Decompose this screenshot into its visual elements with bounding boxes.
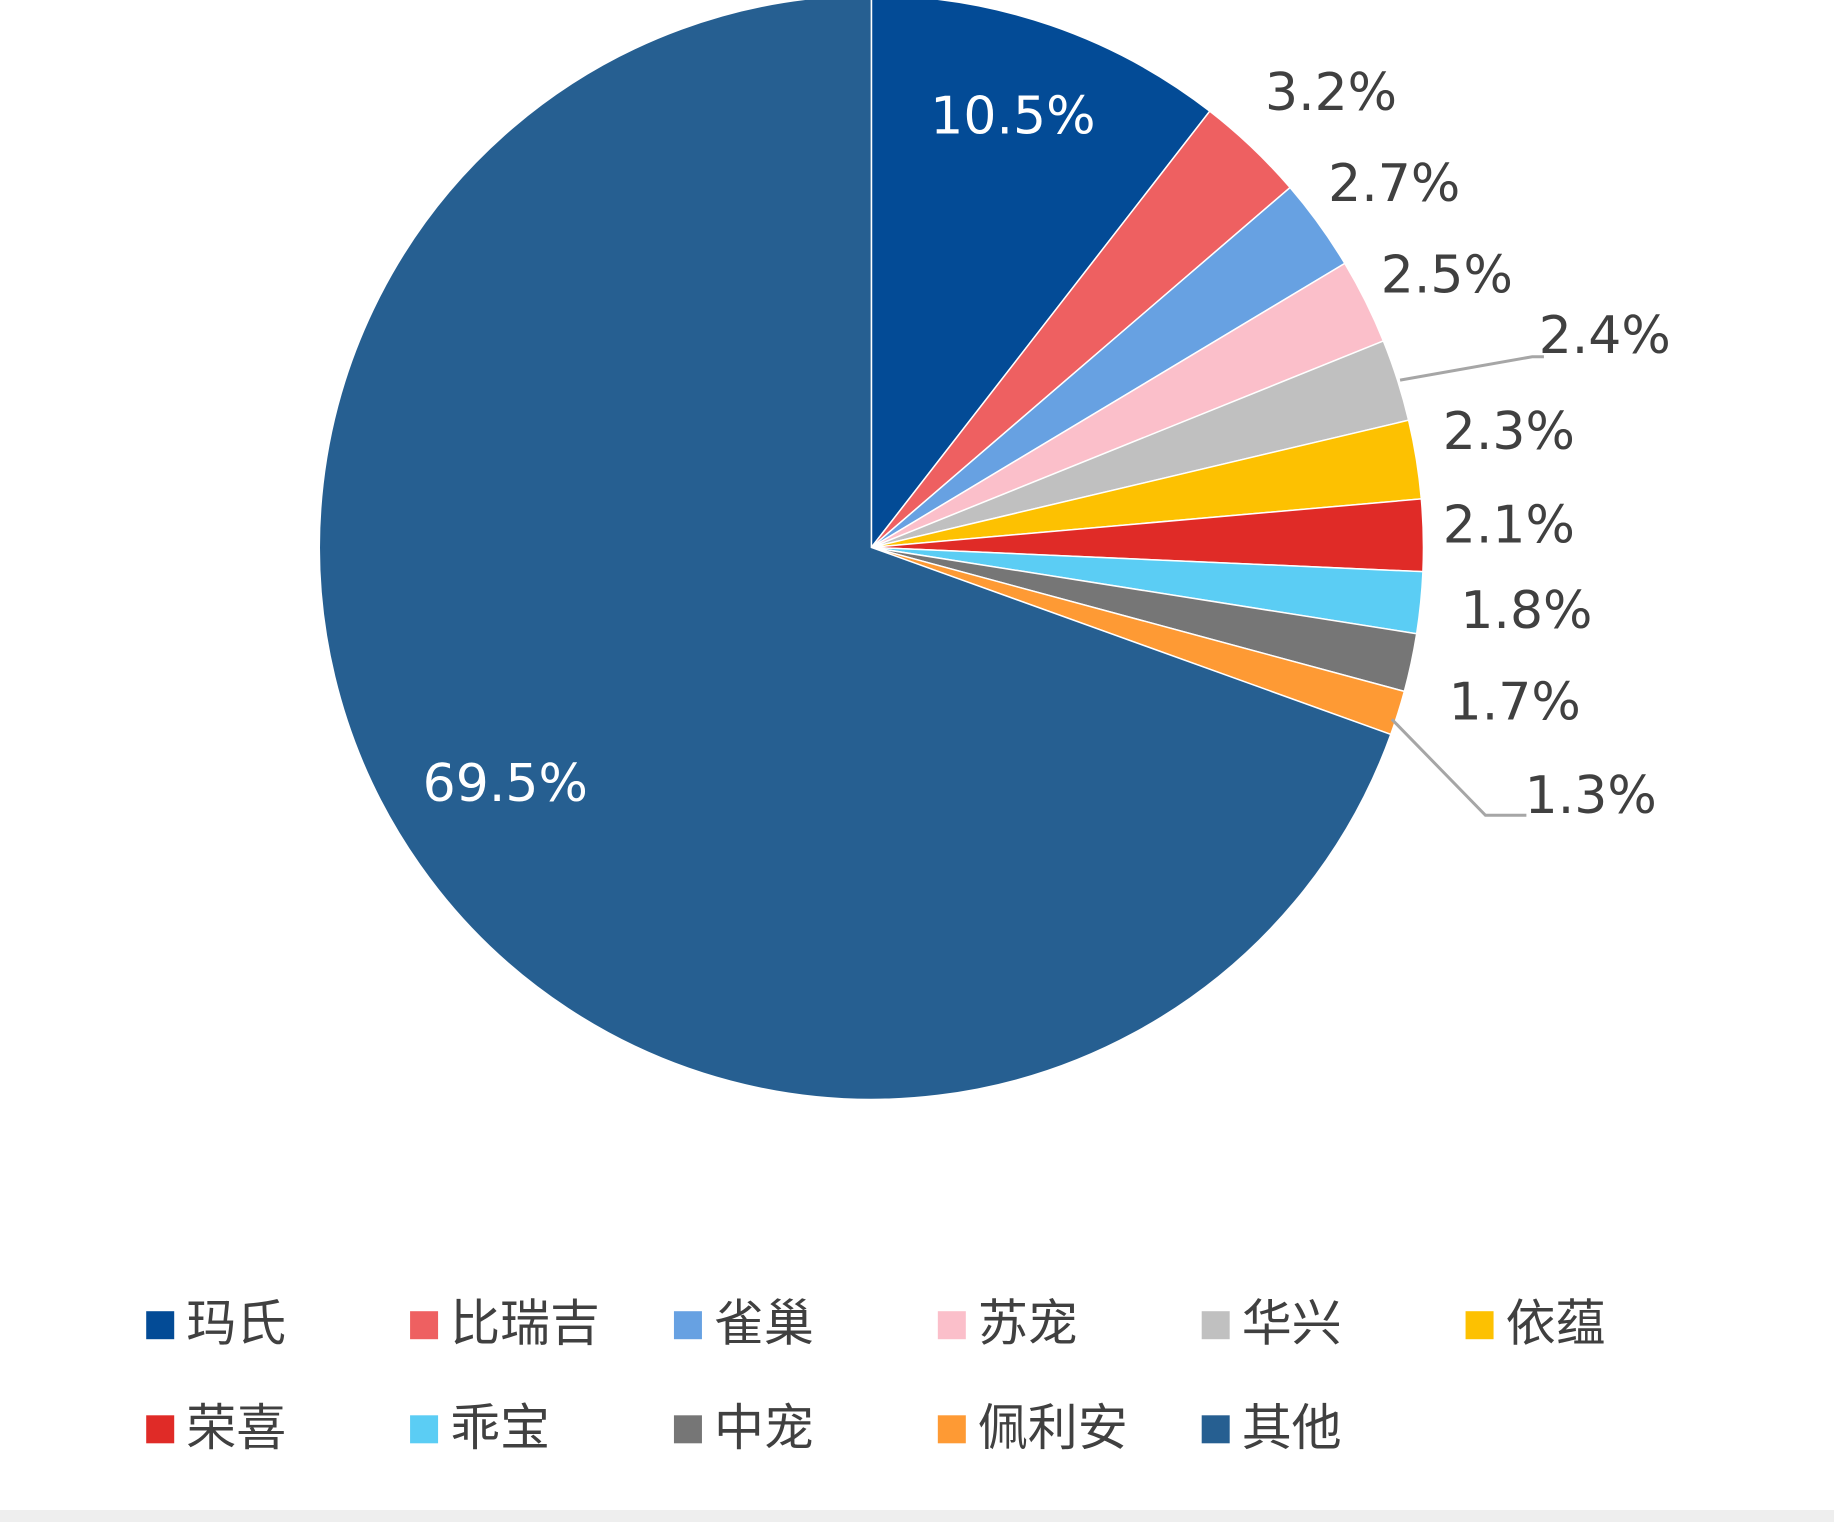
legend-swatch xyxy=(1465,1311,1494,1340)
data-label: 2.5% xyxy=(1381,245,1513,305)
legend-label: 中宠 xyxy=(714,1399,814,1457)
legend-swatch xyxy=(1201,1415,1230,1444)
leader-line xyxy=(1399,355,1544,382)
data-label: 1.3% xyxy=(1525,766,1657,826)
legend-label: 依蕴 xyxy=(1506,1295,1606,1353)
data-label: 2.4% xyxy=(1539,306,1671,366)
legend-label: 佩利安 xyxy=(978,1399,1128,1457)
legend-swatch xyxy=(673,1311,702,1340)
pie-slice xyxy=(318,0,1392,1101)
legend-label: 玛氏 xyxy=(186,1295,286,1353)
legend-swatch xyxy=(410,1415,439,1444)
legend-label: 乖宝 xyxy=(450,1399,550,1457)
legend-swatch xyxy=(673,1415,702,1444)
data-label: 2.7% xyxy=(1328,154,1460,214)
legend-label: 其他 xyxy=(1242,1399,1342,1457)
legend-swatch xyxy=(146,1415,175,1444)
data-label: 1.8% xyxy=(1460,581,1592,641)
legend-label: 雀巢 xyxy=(714,1295,814,1353)
legend-swatch xyxy=(410,1311,439,1340)
legend-label: 比瑞吉 xyxy=(450,1295,600,1353)
data-label: 2.3% xyxy=(1443,402,1575,462)
bottom-strip xyxy=(0,1510,1834,1522)
legend-swatch xyxy=(937,1415,966,1444)
legend-swatch xyxy=(937,1311,966,1340)
legend-swatch xyxy=(1201,1311,1230,1340)
legend-swatch xyxy=(146,1311,175,1340)
leader-line xyxy=(1390,718,1527,817)
data-label: 1.7% xyxy=(1449,672,1581,732)
legend-label: 华兴 xyxy=(1242,1295,1342,1353)
data-label: 2.1% xyxy=(1443,496,1575,556)
legend-label: 苏宠 xyxy=(978,1295,1078,1353)
data-label: 10.5% xyxy=(930,86,1095,146)
data-label: 3.2% xyxy=(1265,63,1397,123)
data-label: 69.5% xyxy=(423,754,588,814)
legend-label: 荣喜 xyxy=(186,1399,286,1457)
pie-slice xyxy=(870,0,1211,550)
